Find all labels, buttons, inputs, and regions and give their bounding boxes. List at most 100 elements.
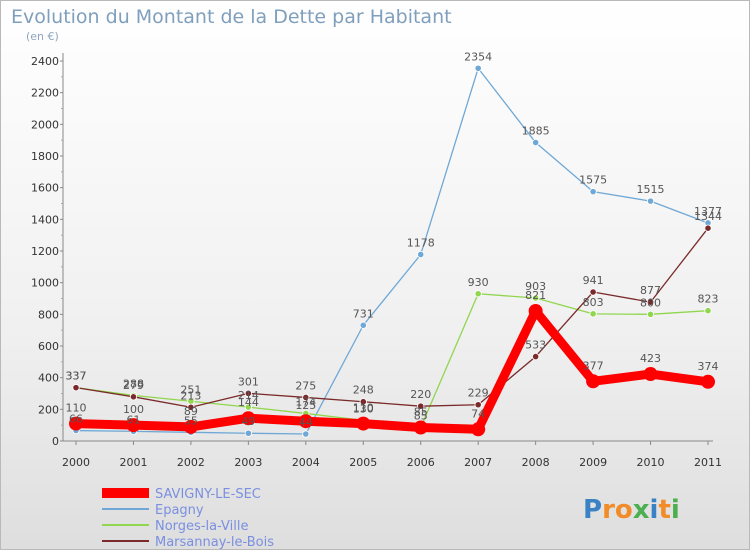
data-point	[302, 393, 310, 402]
data-label: 85	[414, 406, 428, 419]
data-point	[417, 250, 425, 259]
y-tick-label: 1000	[31, 277, 59, 290]
y-tick-label: 2400	[31, 55, 59, 68]
legend-label: Epagny	[155, 503, 204, 518]
series-layer	[69, 64, 715, 438]
data-point	[589, 288, 597, 296]
data-label: 61	[126, 413, 140, 426]
data-label: 251	[180, 383, 201, 396]
data-point	[643, 367, 658, 382]
data-point	[704, 224, 712, 232]
data-label: 930	[468, 276, 489, 289]
data-label: 941	[583, 274, 604, 287]
y-tick-label: 2200	[31, 87, 59, 100]
legend-label: SAVIGNY-LE-SEC	[155, 487, 261, 502]
data-point	[474, 290, 482, 298]
data-point	[244, 403, 252, 411]
y-tick-label: 200	[38, 403, 59, 416]
data-label: 1575	[579, 174, 607, 187]
x-tick-label: 2011	[694, 456, 722, 469]
data-point	[72, 384, 80, 392]
data-label: 821	[525, 289, 546, 302]
data-point	[589, 310, 597, 318]
data-point	[413, 420, 428, 435]
y-tick-label: 400	[38, 372, 59, 385]
data-point	[129, 393, 138, 401]
data-label: 731	[353, 307, 374, 320]
data-point	[126, 418, 141, 433]
data-label: 125	[295, 399, 316, 412]
data-label: 1377	[694, 205, 722, 218]
data-label: 337	[66, 370, 87, 383]
data-label: 44	[299, 416, 313, 429]
data-label: 66	[69, 413, 83, 426]
data-label: 903	[525, 280, 546, 293]
data-label: 374	[698, 360, 719, 373]
y-tick-label: 1600	[31, 182, 59, 195]
legend-label: Marsannay-le-Bois	[155, 535, 274, 550]
data-point	[359, 398, 367, 406]
x-tick-label: 2008	[522, 456, 550, 469]
y-tick-label: 1200	[31, 245, 59, 258]
data-label: 288	[123, 377, 144, 390]
data-point	[471, 422, 486, 437]
data-label: 337	[66, 370, 87, 383]
data-point	[244, 429, 252, 437]
data-point	[528, 304, 543, 319]
data-label: 1885	[522, 125, 550, 138]
data-label: 1344	[694, 210, 722, 223]
x-tick-label: 2001	[119, 456, 147, 469]
legend: SAVIGNY-LE-SECEpagnyNorges-la-VilleMarsa…	[102, 487, 274, 550]
y-tick-label: 800	[38, 308, 59, 321]
data-point	[356, 416, 371, 431]
x-tick-label: 2002	[177, 456, 205, 469]
axes: 0 200 400 600 800 1000 1200 1400 1600 1800 2000 220…	[31, 53, 722, 469]
x-tick-label: 2004	[292, 456, 320, 469]
y-tick-label: 1400	[31, 213, 59, 226]
x-tick-label: 2000	[62, 456, 90, 469]
data-point	[532, 138, 540, 147]
y-tick-label: 0	[52, 435, 59, 448]
data-label: 110	[353, 402, 374, 415]
data-point	[417, 402, 425, 410]
data-point	[646, 298, 655, 306]
proxiti-logo: Proxiti	[583, 495, 680, 525]
data-label: 800	[640, 296, 661, 309]
data-label: 275	[295, 379, 316, 392]
chart-subtitle: (en €)	[26, 30, 59, 43]
data-point	[532, 294, 540, 302]
series-line	[75, 67, 709, 435]
series-line	[75, 227, 709, 408]
data-label: 423	[640, 352, 661, 365]
data-label: 100	[123, 403, 144, 416]
data-label: 803	[583, 296, 604, 309]
data-label: 1178	[407, 236, 435, 249]
data-label: 89	[184, 405, 198, 418]
data-point	[589, 188, 597, 196]
data-point	[532, 353, 540, 361]
data-label: 110	[66, 402, 87, 415]
data-point	[298, 414, 313, 429]
series-marsannay-le-bois	[72, 224, 712, 411]
data-label: 2354	[464, 50, 492, 63]
x-tick-label: 2003	[234, 456, 262, 469]
logo-letter: i	[671, 495, 680, 525]
data-point	[646, 310, 655, 318]
data-label: 130	[353, 402, 374, 415]
y-tick-label: 600	[38, 340, 59, 353]
data-labels: 66 61 55 49 44 731 1178 2354 1885 1575 1515 1377 337…	[66, 50, 723, 429]
x-tick-label: 2009	[579, 456, 607, 469]
data-label: 144	[238, 396, 259, 409]
logo-letter: r	[602, 495, 615, 525]
x-tick-label: 2005	[349, 456, 377, 469]
data-label: 377	[583, 359, 604, 372]
logo-letter: P	[583, 495, 602, 525]
logo-letter: t	[658, 495, 670, 525]
data-point	[359, 321, 367, 329]
logo-letter: x	[633, 495, 650, 525]
series-line	[71, 306, 713, 434]
x-tick-label: 2010	[637, 456, 665, 469]
series-line	[75, 293, 709, 429]
data-label: 877	[640, 284, 661, 297]
